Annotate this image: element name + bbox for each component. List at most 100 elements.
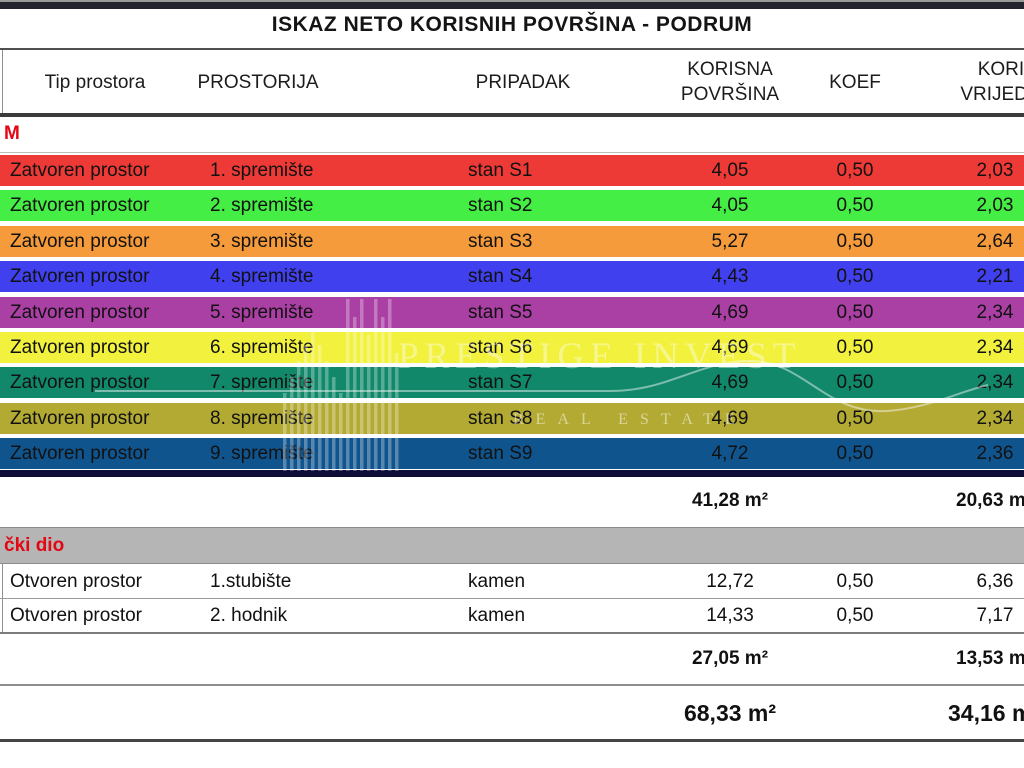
column-header-prostorija: PROSTORIJA xyxy=(197,71,319,93)
cell-pripadak: stan S5 xyxy=(468,302,533,323)
cell-tip-prostora: Zatvoren prostor xyxy=(10,195,150,216)
cell-koef: 0,50 xyxy=(836,231,874,252)
cell-tip-prostora: Zatvoren prostor xyxy=(10,408,150,429)
table-row: Zatvoren prostor 3. spremište stan S3 5,… xyxy=(0,226,1024,257)
column-header-line: POVRŠINA xyxy=(680,84,780,105)
divider-line xyxy=(0,684,1024,686)
cell-prostorija: 5. spremište xyxy=(210,302,314,323)
cell-prostorija: 8. spremište xyxy=(210,408,314,429)
cell-korisna-povrsina: 5,27 xyxy=(711,231,749,252)
page-title: ISKAZ NETO KORISNIH POVRŠINA - PODRUM xyxy=(271,13,753,36)
subtotal-row-podrum: 41,28 m² 20,63 m² xyxy=(0,488,1024,514)
column-header-line: KORISNA xyxy=(687,59,773,80)
cell-tip-prostora: Zatvoren prostor xyxy=(10,372,150,393)
grand-total-povrsina: 68,33 m² xyxy=(683,700,777,726)
column-header-koef: KOEF xyxy=(829,71,881,93)
cell-korisna-vrijednost: 2,34 xyxy=(976,337,1014,358)
table-row: Zatvoren prostor 1. spremište stan S1 4,… xyxy=(0,155,1024,186)
cell-pripadak: stan S2 xyxy=(468,195,533,216)
cell-pripadak: stan S4 xyxy=(468,266,533,287)
cell-pripadak: stan S7 xyxy=(468,372,533,393)
cell-pripadak: stan S1 xyxy=(468,160,533,181)
cell-korisna-vrijednost: 2,64 xyxy=(976,231,1014,252)
subtotal-vrijednost: 20,63 m² xyxy=(956,490,1024,511)
cell-pripadak: stan S3 xyxy=(468,231,533,252)
table-row: Zatvoren prostor 2. spremište stan S2 4,… xyxy=(0,190,1024,221)
cell-tip-prostora: Zatvoren prostor xyxy=(10,231,150,252)
cell-korisna-vrijednost: 7,17 xyxy=(976,605,1014,626)
cell-koef: 0,50 xyxy=(836,372,874,393)
section-label-podrum: M xyxy=(4,123,20,144)
left-border-line xyxy=(2,50,3,114)
cell-prostorija: 1.stubište xyxy=(210,571,292,592)
column-header-tip-prostora: Tip prostora xyxy=(44,71,146,93)
cell-koef: 0,50 xyxy=(836,337,874,358)
cell-prostorija: 6. spremište xyxy=(210,337,314,358)
cell-korisna-povrsina: 4,43 xyxy=(711,266,749,287)
cell-koef: 0,50 xyxy=(836,266,874,287)
cell-korisna-povrsina: 4,69 xyxy=(711,302,749,323)
cell-koef: 0,50 xyxy=(836,571,874,592)
subtotal-povrsina: 41,28 m² xyxy=(691,490,769,511)
cell-tip-prostora: Zatvoren prostor xyxy=(10,160,150,181)
cell-koef: 0,50 xyxy=(836,443,874,464)
cell-korisna-vrijednost: 2,36 xyxy=(976,443,1014,464)
subtotal-vrijednost: 13,53 m² xyxy=(956,648,1024,669)
cell-prostorija: 2. spremište xyxy=(210,195,314,216)
column-header-line: VRIJEDNOST xyxy=(960,84,1024,105)
cell-korisna-povrsina: 4,69 xyxy=(711,337,749,358)
grand-total-row: 68,33 m² 34,16 m² xyxy=(0,697,1024,729)
cell-pripadak: stan S6 xyxy=(468,337,533,358)
cell-korisna-vrijednost: 2,03 xyxy=(976,195,1014,216)
cell-koef: 0,50 xyxy=(836,605,874,626)
divider-line xyxy=(0,48,1024,50)
cell-prostorija: 2. hodnik xyxy=(210,605,288,626)
column-header-korisna-vrijednost: KORISNA VRIJEDNOST xyxy=(933,51,1024,113)
cell-korisna-vrijednost: 2,21 xyxy=(976,266,1014,287)
cell-korisna-vrijednost: 2,03 xyxy=(976,160,1014,181)
cell-koef: 0,50 xyxy=(836,195,874,216)
subtotal-povrsina: 27,05 m² xyxy=(691,648,769,669)
cell-koef: 0,50 xyxy=(836,408,874,429)
cell-prostorija: 4. spremište xyxy=(210,266,314,287)
column-header-line: KORISNA xyxy=(977,59,1024,80)
cell-tip-prostora: Zatvoren prostor xyxy=(10,302,150,323)
table-row: Zatvoren prostor 7. spremište stan S7 4,… xyxy=(0,367,1024,398)
divider-line xyxy=(0,152,1024,153)
cell-korisna-povrsina: 4,72 xyxy=(711,443,749,464)
cell-prostorija: 7. spremište xyxy=(210,372,314,393)
cell-korisna-povrsina: 4,69 xyxy=(711,408,749,429)
cell-tip-prostora: Otvoren prostor xyxy=(10,571,142,592)
table-row: Zatvoren prostor 4. spremište stan S4 4,… xyxy=(0,261,1024,292)
cell-korisna-povrsina: 4,69 xyxy=(711,372,749,393)
table-row: Zatvoren prostor 8. spremište stan S8 4,… xyxy=(0,403,1024,434)
cell-pripadak: kamen xyxy=(468,605,526,626)
table-row: Zatvoren prostor 6. spremište stan S6 4,… xyxy=(0,332,1024,363)
grand-total-vrijednost: 34,16 m² xyxy=(948,700,1024,726)
table-row: Otvoren prostor 2. hodnik kamen 14,33 0,… xyxy=(0,599,1024,634)
cell-pripadak: stan S9 xyxy=(468,443,533,464)
top-border-bar xyxy=(0,0,1024,9)
subtotal-row-zajednicki: 27,05 m² 13,53 m² xyxy=(0,646,1024,672)
cell-koef: 0,50 xyxy=(836,302,874,323)
column-header-korisna-povrsina: KORISNA POVRŠINA xyxy=(650,51,810,113)
cell-korisna-povrsina: 4,05 xyxy=(711,195,749,216)
cell-tip-prostora: Zatvoren prostor xyxy=(10,337,150,358)
section-bottom-bar xyxy=(0,470,1024,477)
table-row: Otvoren prostor 1.stubište kamen 12,72 0… xyxy=(0,565,1024,599)
column-header-pripadak: PRIPADAK xyxy=(475,71,571,93)
cell-korisna-povrsina: 14,33 xyxy=(706,605,754,626)
table-row: Zatvoren prostor 9. spremište stan S9 4,… xyxy=(0,438,1024,469)
cell-prostorija: 3. spremište xyxy=(210,231,314,252)
cell-prostorija: 1. spremište xyxy=(210,160,314,181)
cell-korisna-vrijednost: 6,36 xyxy=(976,571,1014,592)
section-bar-zajednicki-dio: čki dio xyxy=(0,527,1024,564)
cell-korisna-vrijednost: 2,34 xyxy=(976,302,1014,323)
cell-pripadak: kamen xyxy=(468,571,526,592)
cell-korisna-vrijednost: 2,34 xyxy=(976,408,1014,429)
cell-prostorija: 9. spremište xyxy=(210,443,314,464)
cell-koef: 0,50 xyxy=(836,160,874,181)
cell-korisna-vrijednost: 2,34 xyxy=(976,372,1014,393)
cell-korisna-povrsina: 12,72 xyxy=(706,571,754,592)
